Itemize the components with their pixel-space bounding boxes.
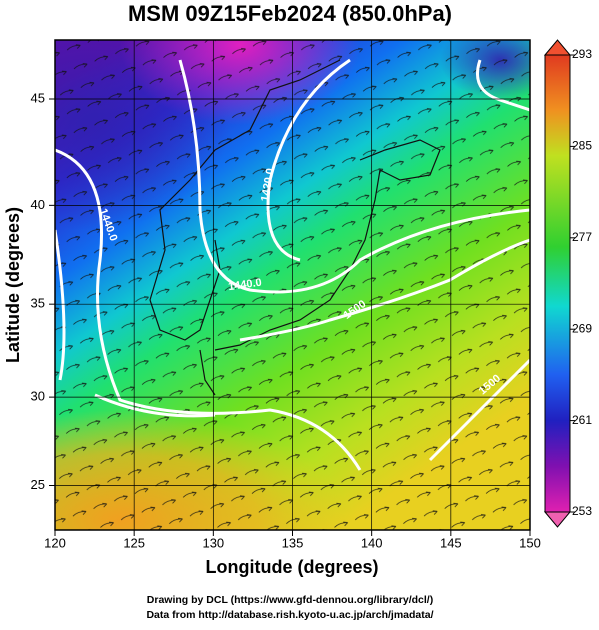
colorbar-tick-label: 269 xyxy=(572,321,592,335)
plot-area xyxy=(55,40,530,530)
x-tick-label: 150 xyxy=(519,535,541,550)
colorbar xyxy=(544,54,571,513)
contour-label: 1440.0 xyxy=(227,277,262,294)
y-tick-label: 45 xyxy=(31,90,45,105)
y-tick-label: 25 xyxy=(31,477,45,492)
x-tick-label: 120 xyxy=(44,535,66,550)
x-tick-label: 125 xyxy=(123,535,145,550)
colorbar-tick-label: 277 xyxy=(572,230,592,244)
x-tick-label: 130 xyxy=(202,535,224,550)
colorbar-tick-label: 285 xyxy=(572,139,592,153)
contours xyxy=(55,58,530,471)
y-tick-label: 40 xyxy=(31,197,45,212)
colorbar-tick-label: 293 xyxy=(572,47,592,61)
y-tick-label: 30 xyxy=(31,389,45,404)
contour-label: 1420.0 xyxy=(259,167,277,202)
colorbar-tick-label: 261 xyxy=(572,413,592,427)
y-axis-label: Latitude (degrees) xyxy=(3,207,23,363)
x-axis-label: Longitude (degrees) xyxy=(205,557,378,577)
colorbar-extend-top xyxy=(543,39,572,56)
y-tick-label: 35 xyxy=(31,296,45,311)
footer-line: Data from http://database.rish.kyoto-u.a… xyxy=(146,609,433,621)
grid xyxy=(49,40,531,536)
x-tick-label: 145 xyxy=(440,535,462,550)
colorbar-tick-label: 253 xyxy=(572,504,592,518)
colorbar-extend-bottom xyxy=(543,511,572,528)
x-tick-label: 140 xyxy=(361,535,383,550)
x-tick-label: 135 xyxy=(282,535,304,550)
map-title: MSM 09Z15Feb2024 (850.0hPa) xyxy=(128,1,452,26)
footer-line: Drawing by DCL (https://www.gfd-dennou.o… xyxy=(147,594,433,606)
